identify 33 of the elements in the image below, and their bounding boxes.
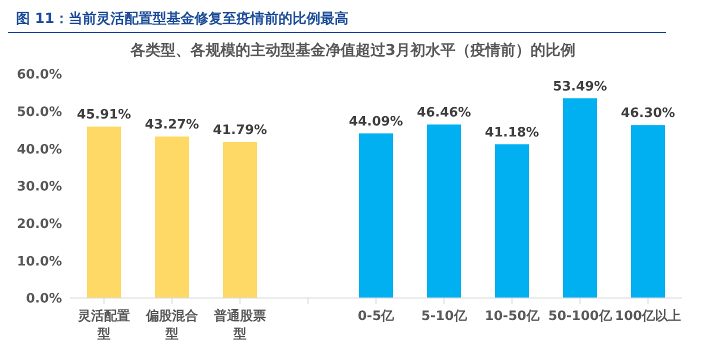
y-tick-label: 60.0% [16, 68, 62, 83]
y-tick-label: 30.0% [16, 180, 62, 195]
bar [359, 133, 393, 298]
x-tick-label: 偏股混合型 [145, 308, 198, 342]
x-tick-label: 普通股票型 [213, 308, 266, 342]
bar [631, 125, 665, 298]
bar [563, 98, 597, 298]
chart-title: 图 11：当前灵活配置型基金修复至疫情前的比例最高 [8, 8, 666, 33]
bar [87, 126, 121, 298]
x-tick-label: 5-10亿 [421, 309, 468, 324]
bar [223, 142, 257, 298]
x-tick-label: 灵活配置型 [77, 309, 130, 342]
y-tick-label: 10.0% [16, 254, 62, 270]
data-label: 46.30% [620, 106, 676, 122]
data-label: 43.27% [144, 117, 200, 132]
y-tick-label: 0.0% [26, 292, 62, 307]
x-tick-label: 0-5亿 [358, 309, 396, 324]
data-label: 44.09% [348, 114, 404, 130]
x-tick-label: 10-50亿 [484, 309, 540, 324]
x-tick-label: 100亿以上 [614, 309, 682, 324]
y-tick-label: 40.0% [16, 142, 62, 158]
data-label: 41.18% [484, 125, 540, 140]
chart-subtitle: 各类型、各规模的主动型基金净值超过3月初水平（疫情前）的比例 [129, 41, 577, 60]
data-label: 53.49% [552, 79, 608, 94]
bar [155, 136, 189, 298]
data-label: 45.91% [76, 108, 132, 123]
bar [427, 124, 461, 298]
data-label: 41.79% [212, 122, 268, 138]
data-label: 46.46% [416, 106, 472, 121]
y-tick-label: 20.0% [16, 216, 62, 232]
x-tick-label: 50-100亿 [548, 309, 613, 324]
y-tick-label: 50.0% [16, 104, 62, 120]
bar [495, 144, 529, 298]
